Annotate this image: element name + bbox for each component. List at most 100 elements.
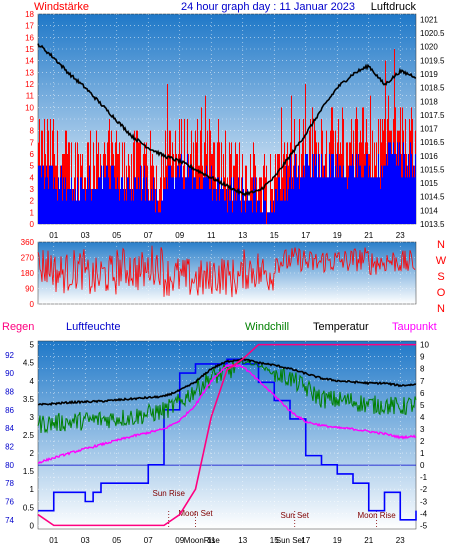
wind-tick-label: 0 — [30, 220, 35, 229]
wind-tick-label: 17 — [25, 22, 34, 31]
wind-tick-label: 12 — [25, 80, 34, 89]
humidity-tick-label: 76 — [5, 497, 14, 506]
pressure-tick-label: 1019 — [420, 70, 438, 79]
humidity-tick-label: 74 — [5, 516, 14, 525]
dewpoint-label: Taupunkt — [392, 321, 437, 333]
bottom-hour-tick-label: 15 — [270, 536, 279, 545]
temperature-tick-label: -2 — [420, 485, 428, 494]
temperature-label: Temperatur — [313, 321, 369, 333]
windchill-series — [37, 359, 417, 434]
top-hour-tick-label: 21 — [364, 231, 373, 240]
chart-title: 24 hour graph day : 11 Januar 2023 — [181, 1, 355, 13]
pressure-tick-label: 1021 — [420, 15, 438, 24]
top-hour-tick-label: 15 — [270, 231, 279, 240]
wind-tick-label: 14 — [25, 57, 34, 66]
wind-tick-label: 7 — [30, 138, 35, 147]
pressure-tick-label: 1017 — [420, 125, 438, 134]
wind-tick-label: 2 — [30, 197, 35, 206]
bottom-hour-tick-label: 17 — [301, 536, 310, 545]
pressure-tick-label: 1018 — [420, 97, 438, 106]
humidity-tick-label: 84 — [5, 424, 14, 433]
pressure-label: Luftdruck — [371, 1, 417, 13]
wind-tick-label: 4 — [30, 173, 35, 182]
top-hour-tick-label: 17 — [301, 231, 310, 240]
bottom-hour-tick-label: 09 — [175, 536, 184, 545]
rain-tick-label: 5 — [30, 341, 35, 350]
direction-label-n-bottom: N — [437, 303, 445, 315]
temperature-tick-label: -5 — [420, 521, 428, 530]
top-hour-tick-label: 13 — [238, 231, 247, 240]
direction-label-s: S — [437, 271, 444, 283]
humidity-tick-label: 78 — [5, 479, 14, 488]
axis-labels: 01234567891011121314151617181013.5101410… — [5, 10, 445, 545]
temperature-tick-label: 10 — [420, 341, 429, 350]
wind-tick-label: 5 — [30, 162, 35, 171]
humidity-tick-label: 88 — [5, 387, 14, 396]
direction-tick-label: 0 — [30, 300, 35, 309]
temperature-tick-label: 3 — [420, 425, 425, 434]
event-annotation: Sun Set — [280, 511, 309, 520]
wind-strength-label: Windstärke — [34, 1, 89, 13]
rain-tick-label: 0.5 — [23, 503, 35, 512]
wind-tick-label: 1 — [30, 208, 35, 217]
wind-tick-label: 8 — [30, 127, 35, 136]
event-annotation: MoonRise — [184, 536, 221, 545]
pressure-tick-label: 1015.5 — [420, 165, 445, 174]
wind-tick-label: 6 — [30, 150, 35, 159]
humidity-tick-label: 86 — [5, 406, 14, 415]
humidity-tick-label: 92 — [5, 351, 14, 360]
humidity-tick-label: 90 — [5, 369, 14, 378]
direction-tick-label: 270 — [21, 254, 35, 263]
rain-tick-label: 0 — [30, 521, 35, 530]
top-hour-tick-label: 03 — [81, 231, 90, 240]
bottom-hour-tick-label: 07 — [144, 536, 153, 545]
direction-label-n-top: N — [437, 239, 445, 251]
pressure-tick-label: 1020.5 — [420, 29, 445, 38]
bottom-hour-tick-label: 23 — [396, 536, 405, 545]
bottom-hour-tick-label: 05 — [112, 536, 121, 545]
temperature-tick-label: 2 — [420, 437, 425, 446]
rain-tick-label: 2 — [30, 449, 35, 458]
wind-tick-label: 10 — [25, 103, 34, 112]
rain-tick-label: 3 — [30, 413, 35, 422]
humidity-tick-label: 80 — [5, 461, 14, 470]
direction-label-w: W — [436, 255, 447, 267]
rain-label: Regen — [2, 321, 34, 333]
temperature-tick-label: 8 — [420, 365, 425, 374]
temperature-tick-label: -1 — [420, 473, 428, 482]
wind-tick-label: 16 — [25, 33, 34, 42]
wind-tick-label: 15 — [25, 45, 34, 54]
wind-tick-label: 3 — [30, 185, 35, 194]
rain-tick-label: 1 — [30, 485, 35, 494]
top-hour-tick-label: 19 — [333, 231, 342, 240]
wind-tick-label: 18 — [25, 10, 34, 19]
pressure-tick-label: 1016 — [420, 152, 438, 161]
pressure-tick-label: 1020 — [420, 43, 438, 52]
top-hour-tick-label: 05 — [112, 231, 121, 240]
temperature-tick-label: 6 — [420, 389, 425, 398]
top-hour-tick-label: 11 — [207, 231, 216, 240]
event-annotation: Sun Rise — [152, 489, 185, 498]
temperature-tick-label: 1 — [420, 449, 425, 458]
data-series — [37, 43, 417, 527]
pressure-tick-label: 1018.5 — [420, 84, 445, 93]
event-annotation: Sun Set — [276, 536, 305, 545]
wind-tick-label: 9 — [30, 115, 35, 124]
pressure-tick-label: 1013.5 — [420, 220, 445, 229]
bottom-hour-tick-label: 19 — [333, 536, 342, 545]
pressure-tick-label: 1014.5 — [420, 193, 445, 202]
wind-tick-label: 13 — [25, 68, 34, 77]
dewpoint-series — [37, 363, 417, 464]
bottom-hour-tick-label: 03 — [81, 536, 90, 545]
temperature-tick-label: 9 — [420, 353, 425, 362]
bottom-hour-tick-label: 13 — [238, 536, 247, 545]
pressure-tick-label: 1014 — [420, 206, 438, 215]
rain-tick-label: 4 — [30, 377, 35, 386]
rain-tick-label: 2.5 — [23, 431, 35, 440]
wind-tick-label: 11 — [26, 92, 35, 101]
direction-tick-label: 180 — [21, 269, 35, 278]
direction-label-o: O — [437, 287, 446, 299]
humidity-tick-label: 82 — [5, 442, 14, 451]
